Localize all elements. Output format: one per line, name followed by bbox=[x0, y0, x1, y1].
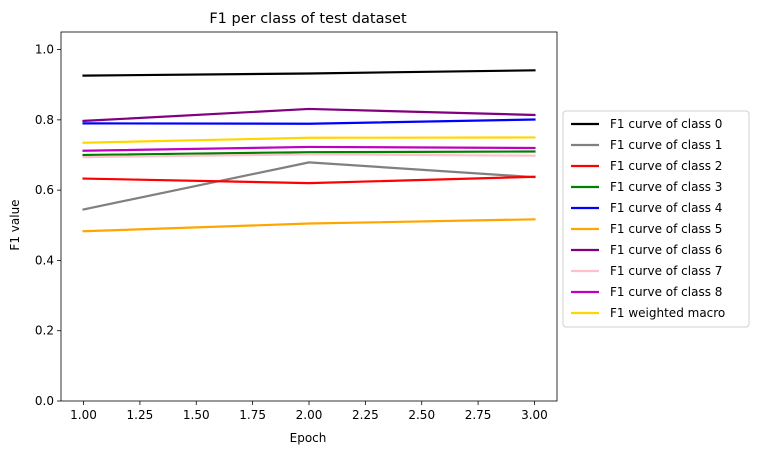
series-line-5 bbox=[82, 218, 536, 233]
legend-label-4: F1 curve of class 4 bbox=[610, 201, 722, 215]
y-tick-label: 0.0 bbox=[35, 394, 54, 408]
x-tick-label: 3.00 bbox=[521, 408, 548, 422]
x-tick-label: 2.00 bbox=[296, 408, 323, 422]
legend-label-6: F1 curve of class 6 bbox=[610, 243, 722, 257]
y-tick-label: 1.0 bbox=[35, 43, 54, 57]
series-line-2 bbox=[82, 175, 536, 185]
x-tick-label: 2.75 bbox=[465, 408, 492, 422]
series-line-0 bbox=[82, 69, 536, 77]
legend-label-0: F1 curve of class 0 bbox=[610, 117, 722, 131]
plot-frame bbox=[60, 31, 558, 402]
y-tick-label: 0.6 bbox=[35, 183, 54, 197]
series-line-4 bbox=[82, 118, 536, 125]
series-line-7 bbox=[82, 153, 536, 159]
plot-lines bbox=[82, 69, 536, 233]
series-line-1 bbox=[82, 161, 536, 211]
x-tick-label: 1.50 bbox=[183, 408, 210, 422]
y-tick-label: 0.4 bbox=[35, 253, 54, 267]
legend-label-8: F1 curve of class 8 bbox=[610, 285, 722, 299]
series-line-8 bbox=[82, 145, 536, 152]
legend: F1 curve of class 0 F1 curve of class 1 F1… bbox=[562, 110, 750, 328]
legend-label-1: F1 curve of class 1 bbox=[610, 138, 722, 152]
series-line-3 bbox=[82, 150, 536, 157]
x-tick-label: 2.50 bbox=[408, 408, 435, 422]
legend-label-3: F1 curve of class 3 bbox=[610, 180, 722, 194]
y-tick-label: 0.2 bbox=[35, 324, 54, 338]
series-line-6 bbox=[82, 107, 536, 123]
x-tick-label: 2.25 bbox=[352, 408, 379, 422]
y-tick-label: 0.8 bbox=[35, 113, 54, 127]
legend-label-5: F1 curve of class 5 bbox=[610, 222, 722, 236]
series-line-9 bbox=[82, 136, 536, 144]
y-axis-ticks: 0.0 0.2 0.4 0.6 0.8 1.0 bbox=[35, 43, 61, 408]
chart-title: F1 per class of test dataset bbox=[209, 11, 407, 27]
x-axis-ticks: 1.00 1.25 1.50 1.75 2.00 2.25 2.50 2.75 3.00 bbox=[70, 401, 548, 422]
legend-label-7: F1 curve of class 7 bbox=[610, 264, 722, 278]
legend-label-9: F1 weighted macro bbox=[610, 306, 725, 320]
x-axis-label: Epoch bbox=[290, 431, 327, 445]
legend-box bbox=[562, 110, 750, 328]
x-tick-label: 1.75 bbox=[239, 408, 266, 422]
x-tick-label: 1.00 bbox=[70, 408, 97, 422]
legend-label-2: F1 curve of class 2 bbox=[610, 159, 722, 173]
y-axis-label: F1 value bbox=[8, 199, 22, 250]
x-tick-label: 1.25 bbox=[127, 408, 154, 422]
